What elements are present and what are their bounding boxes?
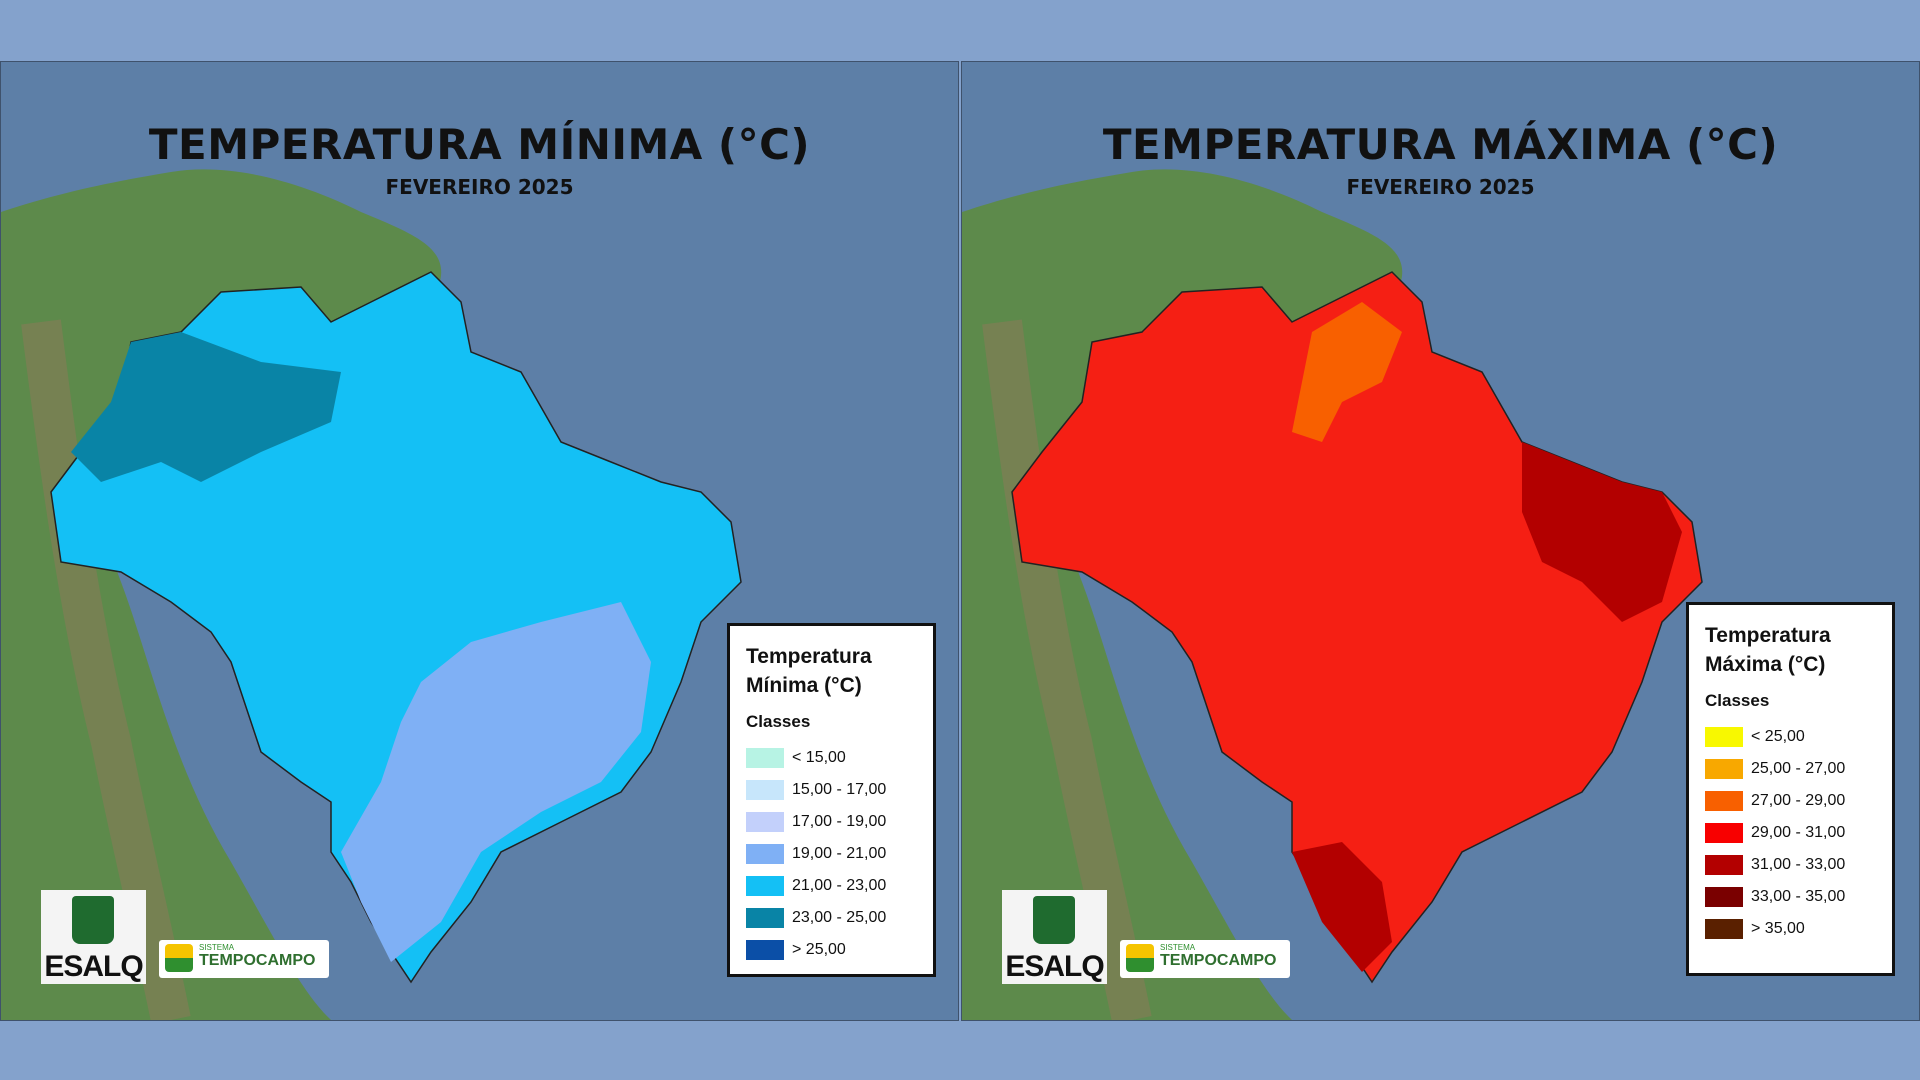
legend-title-line1: Temperatura [1705,624,1831,647]
mild-zone-region [1292,302,1402,442]
legend-label: 29,00 - 31,00 [1751,824,1846,841]
tempocampo-logo-small-text: SISTEMA [1160,943,1196,952]
legend-item: 31,00 - 33,00 [1705,849,1876,881]
legend-item: 27,00 - 29,00 [1705,785,1876,817]
legend-item: 25,00 - 27,00 [1705,753,1876,785]
legend-swatch [1705,919,1743,939]
tempocampo-sun-icon [165,944,193,972]
legend-swatch [1705,823,1743,843]
legend-label: 33,00 - 35,00 [1751,888,1846,905]
legend-label: 17,00 - 19,00 [792,813,887,830]
legend-label: 19,00 - 21,00 [792,845,887,862]
legend-label: < 15,00 [792,749,846,766]
legend-item: 23,00 - 25,00 [746,902,917,934]
legend-item: < 25,00 [1705,721,1876,753]
tempocampo-sun-icon [1126,944,1154,972]
esalq-logo: ESALQ [1002,890,1107,984]
map-title: TEMPERATURA MÁXIMA (°C) [1102,120,1779,169]
legend-label: 27,00 - 29,00 [1751,792,1846,809]
legend-item: 29,00 - 31,00 [1705,817,1876,849]
legend-swatch [746,812,784,832]
legend-label: 23,00 - 25,00 [792,909,887,926]
warm-zone-region [71,332,341,482]
tempocampo-logo: SISTEMA TEMPOCAMPO [1120,940,1290,978]
legend-label: > 35,00 [1751,920,1805,937]
legend-label: > 25,00 [792,941,846,958]
legend-title-line2: Mínima (°C) [746,674,862,697]
map-subtitle: FEVEREIRO 2025 [385,175,574,199]
andes-relief [21,319,191,1020]
legend-swatch [746,940,784,960]
map-background [1,62,958,1020]
legend-classes-label: Classes [1705,691,1770,710]
legend-swatch [1705,887,1743,907]
esalq-shield-icon [1033,896,1075,944]
esalq-logo-text: ESALQ [44,950,143,983]
andes-relief [982,319,1152,1020]
legend-label: < 25,00 [1751,728,1805,745]
min-temperature-map-panel: TEMPERATURA MÍNIMA (°C) FEVEREIRO 2025 E… [0,61,959,1021]
legend-swatch [1705,727,1743,747]
legend: Temperatura Mínima (°C) Classes < 15,00 1… [727,623,936,977]
legend-swatch [1705,791,1743,811]
legend-swatch [746,748,784,768]
legend-label: 15,00 - 17,00 [792,781,887,798]
legend-swatch [746,876,784,896]
legend-swatch [1705,759,1743,779]
hot-zone-region [1292,442,1682,972]
legend: Temperatura Máxima (°C) Classes < 25,00 2… [1686,602,1895,976]
legend-item: 17,00 - 19,00 [746,806,917,838]
legend-item: < 15,00 [746,742,917,774]
map-subtitle: FEVEREIRO 2025 [1346,175,1535,199]
legend-item: > 35,00 [1705,913,1876,945]
legend-label: 31,00 - 33,00 [1751,856,1846,873]
legend-label: 21,00 - 23,00 [792,877,887,894]
legend-item: 21,00 - 23,00 [746,870,917,902]
max-temperature-map-panel: TEMPERATURA MÁXIMA (°C) FEVEREIRO 2025 E… [961,61,1920,1021]
legend-swatch [1705,855,1743,875]
esalq-logo-text: ESALQ [1005,950,1104,983]
legend-classes-label: Classes [746,712,811,731]
legend-label: 25,00 - 27,00 [1751,760,1846,777]
cool-zone-region [341,602,651,962]
legend-swatch [746,908,784,928]
map-title: TEMPERATURA MÍNIMA (°C) [148,120,811,169]
esalq-shield-icon [72,896,114,944]
legend-title-line2: Máxima (°C) [1705,653,1826,676]
tempocampo-logo-text: TEMPOCAMPO [1160,952,1277,969]
legend-item: > 25,00 [746,934,917,966]
legend-title-line1: Temperatura [746,645,872,668]
tempocampo-logo-small-text: SISTEMA [199,943,235,952]
legend-item: 19,00 - 21,00 [746,838,917,870]
tempocampo-logo: SISTEMA TEMPOCAMPO [159,940,329,978]
tempocampo-logo-text: TEMPOCAMPO [199,952,316,969]
legend-item: 15,00 - 17,00 [746,774,917,806]
legend-swatch [746,780,784,800]
esalq-logo: ESALQ [41,890,146,984]
legend-swatch [746,844,784,864]
legend-item: 33,00 - 35,00 [1705,881,1876,913]
